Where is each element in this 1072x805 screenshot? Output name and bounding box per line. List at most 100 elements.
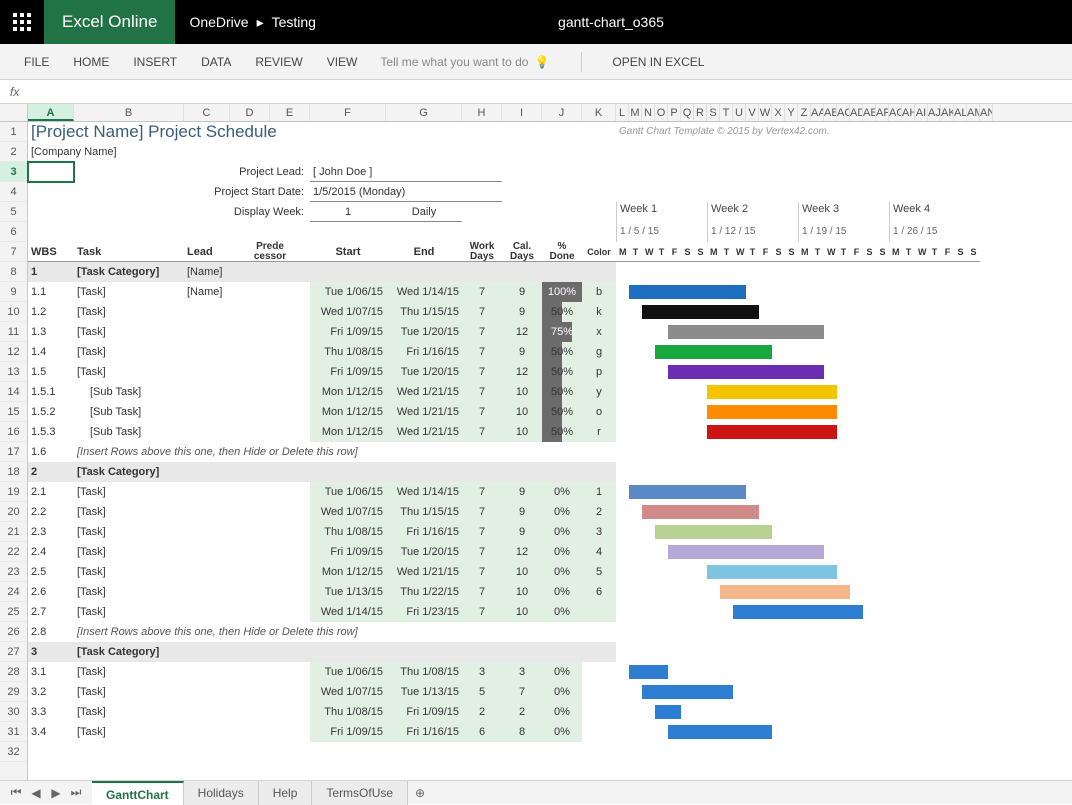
start-date[interactable]: Mon 1/12/15: [310, 402, 386, 422]
col-header[interactable]: AC: [837, 104, 850, 121]
wbs-cell[interactable]: 2.5: [28, 562, 74, 582]
row-header[interactable]: 15: [0, 402, 27, 422]
col-header[interactable]: I: [502, 104, 542, 121]
start-date[interactable]: Thu 1/08/15: [310, 522, 386, 542]
col-header[interactable]: AA: [811, 104, 824, 121]
gantt-bar[interactable]: [642, 685, 733, 699]
color-code[interactable]: g: [582, 342, 616, 362]
row-header[interactable]: 19: [0, 482, 27, 502]
end-date[interactable]: Fri 1/16/15: [386, 522, 462, 542]
value-display-week[interactable]: 1: [310, 202, 386, 222]
app-launcher[interactable]: [0, 0, 44, 44]
start-date[interactable]: Fri 1/09/15: [310, 322, 386, 342]
color-code[interactable]: k: [582, 302, 616, 322]
col-header[interactable]: B: [74, 104, 184, 121]
task-category[interactable]: [Task Category]: [74, 462, 184, 482]
color-code[interactable]: r: [582, 422, 616, 442]
col-header[interactable]: R: [694, 104, 707, 121]
cal-days[interactable]: 10: [502, 602, 542, 622]
task-name[interactable]: [Task]: [74, 342, 184, 362]
work-days[interactable]: 7: [462, 282, 502, 302]
task-category[interactable]: [Task Category]: [74, 262, 184, 282]
gantt-bar[interactable]: [642, 305, 759, 319]
row-header[interactable]: 13: [0, 362, 27, 382]
end-date[interactable]: Thu 1/15/15: [386, 302, 462, 322]
col-header[interactable]: P: [668, 104, 681, 121]
breadcrumb-root[interactable]: OneDrive: [189, 14, 248, 30]
color-code[interactable]: p: [582, 362, 616, 382]
col-header[interactable]: X: [772, 104, 785, 121]
start-date[interactable]: Mon 1/12/15: [310, 422, 386, 442]
col-header[interactable]: AG: [889, 104, 902, 121]
row-header[interactable]: 17: [0, 442, 27, 462]
gantt-bar[interactable]: [629, 485, 746, 499]
gantt-bar[interactable]: [642, 505, 759, 519]
work-days[interactable]: 7: [462, 562, 502, 582]
lead-cell[interactable]: [Name]: [184, 282, 230, 302]
col-header[interactable]: AM: [967, 104, 980, 121]
wbs-cell[interactable]: 3.2: [28, 682, 74, 702]
color-code[interactable]: 1: [582, 482, 616, 502]
col-header[interactable]: W: [759, 104, 772, 121]
gantt-bar[interactable]: [668, 725, 772, 739]
end-date[interactable]: Thu 1/15/15: [386, 502, 462, 522]
wbs-cell[interactable]: 2.7: [28, 602, 74, 622]
row-header[interactable]: 20: [0, 502, 27, 522]
row-header[interactable]: 26: [0, 622, 27, 642]
ribbon-tab-view[interactable]: VIEW: [315, 44, 370, 80]
start-date[interactable]: Tue 1/06/15: [310, 282, 386, 302]
cal-days[interactable]: 10: [502, 582, 542, 602]
col-header[interactable]: AJ: [928, 104, 941, 121]
task-name[interactable]: [Task]: [74, 522, 184, 542]
col-header[interactable]: AH: [902, 104, 915, 121]
color-code[interactable]: y: [582, 382, 616, 402]
pct-done[interactable]: 50%: [542, 342, 582, 362]
value-start-date[interactable]: 1/5/2015 (Monday): [310, 182, 502, 202]
work-days[interactable]: 7: [462, 602, 502, 622]
cal-days[interactable]: 8: [502, 722, 542, 742]
row-header[interactable]: 11: [0, 322, 27, 342]
start-date[interactable]: Wed 1/07/15: [310, 682, 386, 702]
task-name[interactable]: [Task]: [74, 682, 184, 702]
wbs-cell[interactable]: 3.4: [28, 722, 74, 742]
wbs-cell[interactable]: 2.4: [28, 542, 74, 562]
sheet-last-icon[interactable]: ⏭: [68, 785, 84, 800]
work-days[interactable]: 7: [462, 322, 502, 342]
value-project-lead[interactable]: [ John Doe ]: [310, 162, 502, 182]
start-date[interactable]: Mon 1/12/15: [310, 562, 386, 582]
col-header[interactable]: AF: [876, 104, 889, 121]
pct-done[interactable]: 0%: [542, 662, 582, 682]
task-name[interactable]: [Sub Task]: [74, 402, 184, 422]
color-code[interactable]: o: [582, 402, 616, 422]
task-name[interactable]: [Sub Task]: [74, 422, 184, 442]
row-header[interactable]: 29: [0, 682, 27, 702]
start-date[interactable]: Mon 1/12/15: [310, 382, 386, 402]
cal-days[interactable]: 12: [502, 362, 542, 382]
col-header[interactable]: E: [270, 104, 310, 121]
col-header[interactable]: S: [707, 104, 720, 121]
ribbon-tab-insert[interactable]: INSERT: [121, 44, 189, 80]
file-title[interactable]: gantt-chart_o365: [330, 14, 1072, 30]
col-header[interactable]: L: [616, 104, 629, 121]
ribbon-tab-review[interactable]: REVIEW: [243, 44, 314, 80]
formula-bar[interactable]: fx: [0, 80, 1072, 104]
sheet-tab-holidays[interactable]: Holidays: [184, 781, 259, 805]
wbs-cell[interactable]: 2.8: [28, 622, 74, 642]
add-sheet-button[interactable]: ⊕: [408, 786, 432, 800]
wbs-cell[interactable]: 1.2: [28, 302, 74, 322]
cal-days[interactable]: 9: [502, 482, 542, 502]
work-days[interactable]: 7: [462, 482, 502, 502]
col-header[interactable]: G: [386, 104, 462, 121]
end-date[interactable]: Wed 1/14/15: [386, 282, 462, 302]
cal-days[interactable]: 10: [502, 382, 542, 402]
task-name[interactable]: [Task]: [74, 322, 184, 342]
work-days[interactable]: 3: [462, 662, 502, 682]
wbs-cell[interactable]: 2.3: [28, 522, 74, 542]
cal-days[interactable]: 9: [502, 342, 542, 362]
color-code[interactable]: [582, 602, 616, 622]
task-name[interactable]: [Task]: [74, 662, 184, 682]
wbs-cell[interactable]: 1.5.1: [28, 382, 74, 402]
start-date[interactable]: Fri 1/09/15: [310, 722, 386, 742]
wbs-cell[interactable]: 3: [28, 642, 74, 662]
end-date[interactable]: Wed 1/21/15: [386, 382, 462, 402]
